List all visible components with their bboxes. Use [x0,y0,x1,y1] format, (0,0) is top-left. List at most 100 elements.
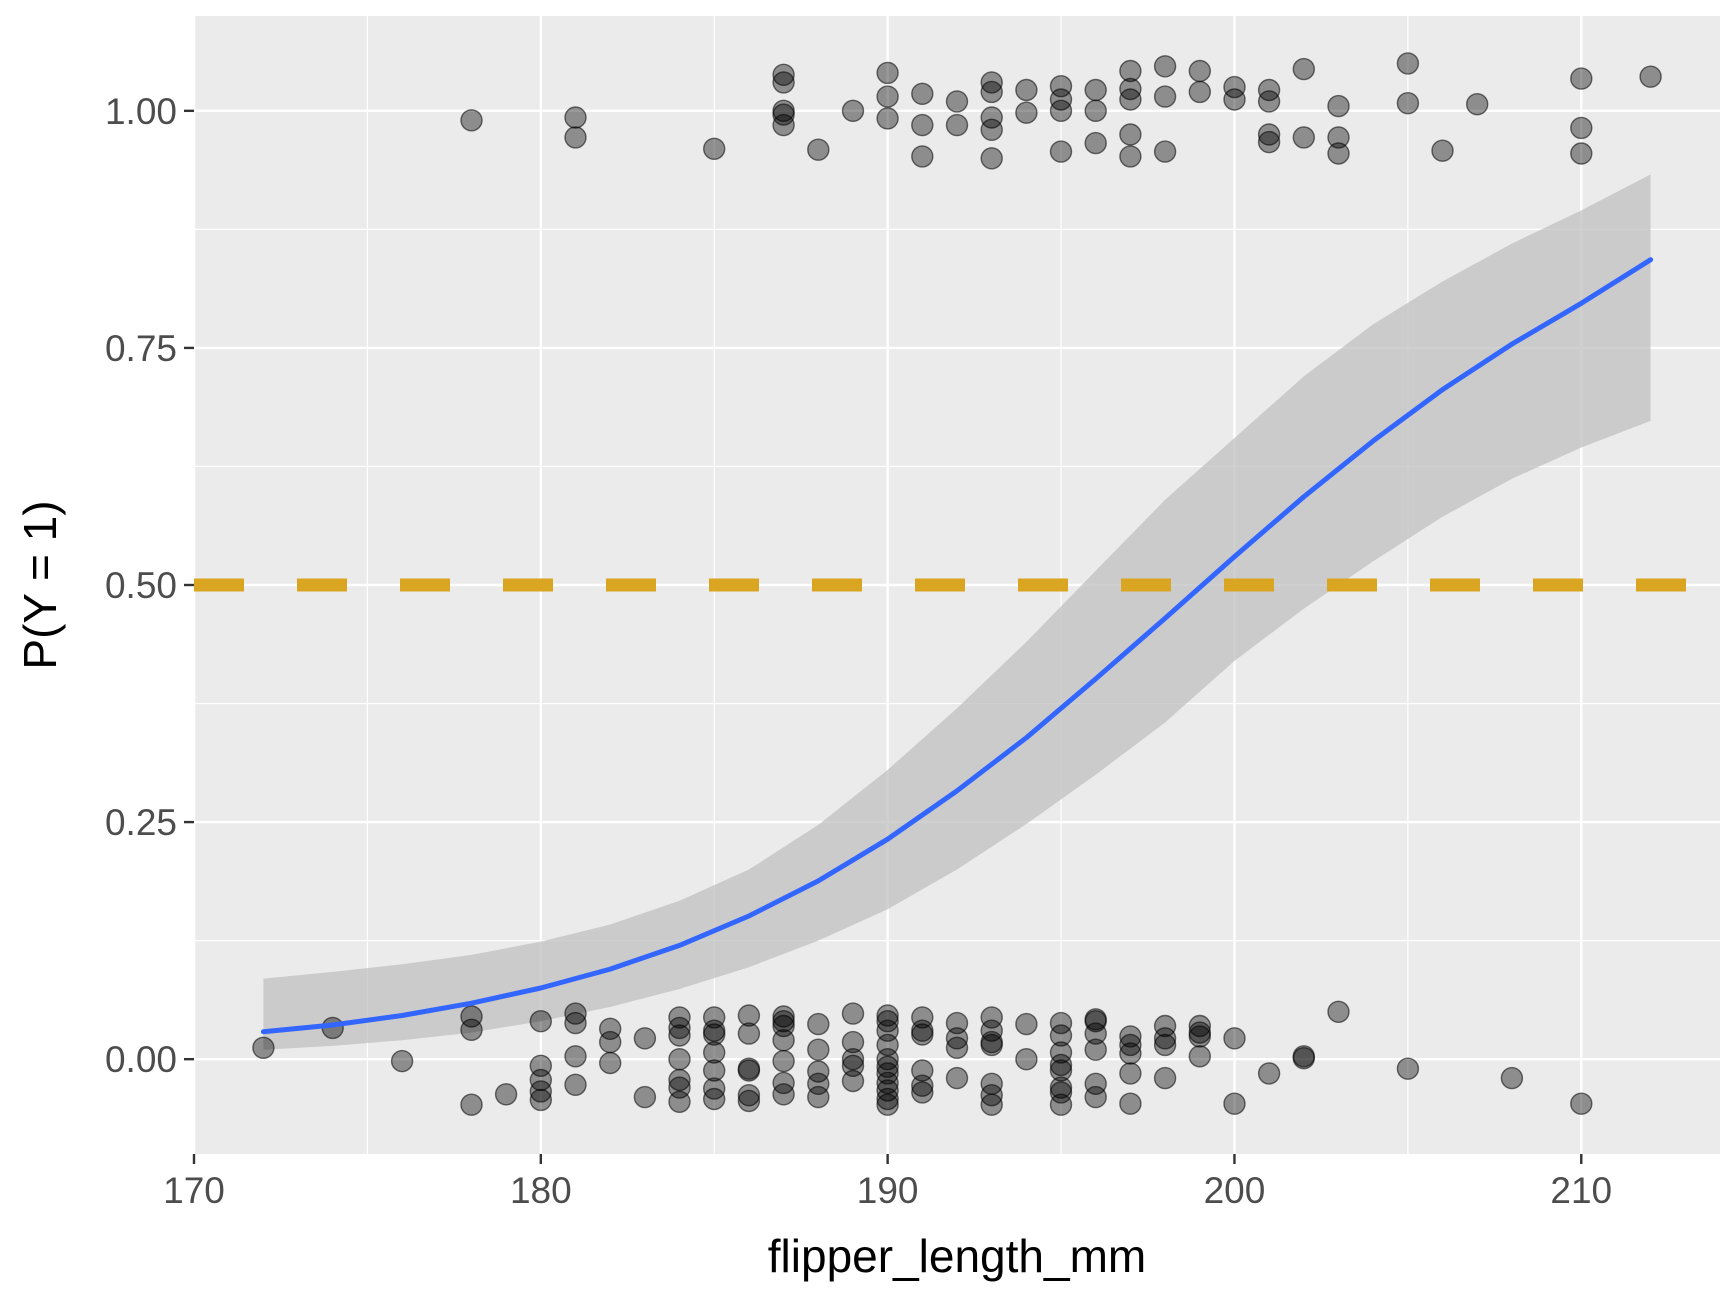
data-point [668,1024,691,1047]
x-axis-title: flipper_length_mm [768,1230,1146,1282]
fit-line-layer [260,257,1654,1035]
confidence-band-layer [263,174,1651,1050]
data-point [1257,1062,1281,1085]
data-point [876,1004,899,1027]
data-point [807,138,830,161]
data-point [911,1074,934,1097]
data-point [703,1006,726,1029]
data-point [633,1085,657,1109]
x-tick-label: 200 [1204,1170,1266,1211]
data-point [772,1049,795,1073]
data-point [1119,1062,1142,1085]
data-point [1084,1022,1107,1045]
data-point [1292,57,1316,81]
scatter-points-layer [252,52,1662,1116]
data-point [1327,142,1350,165]
data-point [980,71,1003,94]
data-point [876,1010,899,1033]
data-point [1049,88,1073,111]
data-point [1153,85,1177,108]
data-point [1049,1011,1073,1035]
data-point [1327,1000,1350,1023]
data-point [841,1069,865,1093]
data-point [564,1045,587,1068]
data-point [980,1093,1003,1116]
data-point [876,1087,899,1111]
data-point [1119,1033,1142,1057]
data-point [668,1047,691,1071]
data-point [980,1030,1003,1054]
data-point [1570,116,1593,140]
data-point [1223,1027,1246,1050]
data-point [1049,1059,1073,1082]
data-point [1570,67,1593,90]
data-point [980,106,1003,129]
data-point [807,1012,830,1036]
y-tick-label: 0.50 [105,565,177,606]
data-point [1396,52,1420,75]
data-point [772,1010,795,1033]
data-point [1257,90,1281,113]
data-point [772,1071,795,1095]
data-point [1570,1092,1593,1115]
data-point [1049,1093,1073,1116]
confidence-band [263,174,1651,1050]
data-point [1188,1045,1212,1068]
data-point [980,1083,1003,1107]
data-point [737,1059,761,1082]
data-point [1084,131,1107,155]
y-tick-label: 0.75 [105,328,177,369]
x-tick-label: 210 [1550,1170,1612,1211]
y-tick-label: 0.00 [105,1039,177,1080]
data-point [876,107,899,130]
data-point [876,1071,899,1095]
data-point [1119,1042,1142,1065]
data-point [945,1027,969,1050]
data-point [1049,1076,1073,1099]
data-point [1153,1066,1177,1090]
x-tick-label: 180 [510,1170,572,1211]
data-point [703,1041,726,1064]
data-point [737,1089,761,1113]
data-point [668,1068,691,1092]
data-point [876,1062,899,1085]
x-tick-label: 170 [163,1170,225,1211]
data-point [1049,74,1073,98]
data-point [1049,99,1073,123]
data-point [1084,78,1107,102]
data-point [807,1060,830,1083]
data-point [945,1066,969,1090]
data-point [980,80,1003,104]
data-point [1119,123,1142,146]
data-point [772,71,795,94]
data-point [1084,99,1107,123]
data-point [1015,101,1038,124]
x-tick-label: 190 [857,1170,919,1211]
data-point [1119,1025,1142,1048]
data-point [1153,1033,1177,1057]
data-point [1223,1092,1246,1115]
data-point [841,1030,865,1054]
data-point [1119,145,1142,168]
data-point [980,118,1003,142]
data-point [668,1090,691,1114]
data-point [703,1023,726,1046]
data-point [737,1083,761,1107]
data-point [911,145,934,168]
data-point [911,1081,934,1104]
data-point [772,1028,795,1052]
data-point [1084,1085,1107,1109]
data-point [1257,78,1281,102]
data-point [599,1051,622,1075]
data-point [564,1011,587,1035]
data-point [772,63,795,87]
data-point [1049,1081,1073,1104]
data-point [807,1038,830,1061]
data-point [980,1006,1003,1029]
fit-line [260,257,1654,1035]
data-point [1223,75,1246,99]
data-point [1500,1066,1524,1090]
data-point [1049,1024,1073,1047]
data-point [1188,59,1212,83]
